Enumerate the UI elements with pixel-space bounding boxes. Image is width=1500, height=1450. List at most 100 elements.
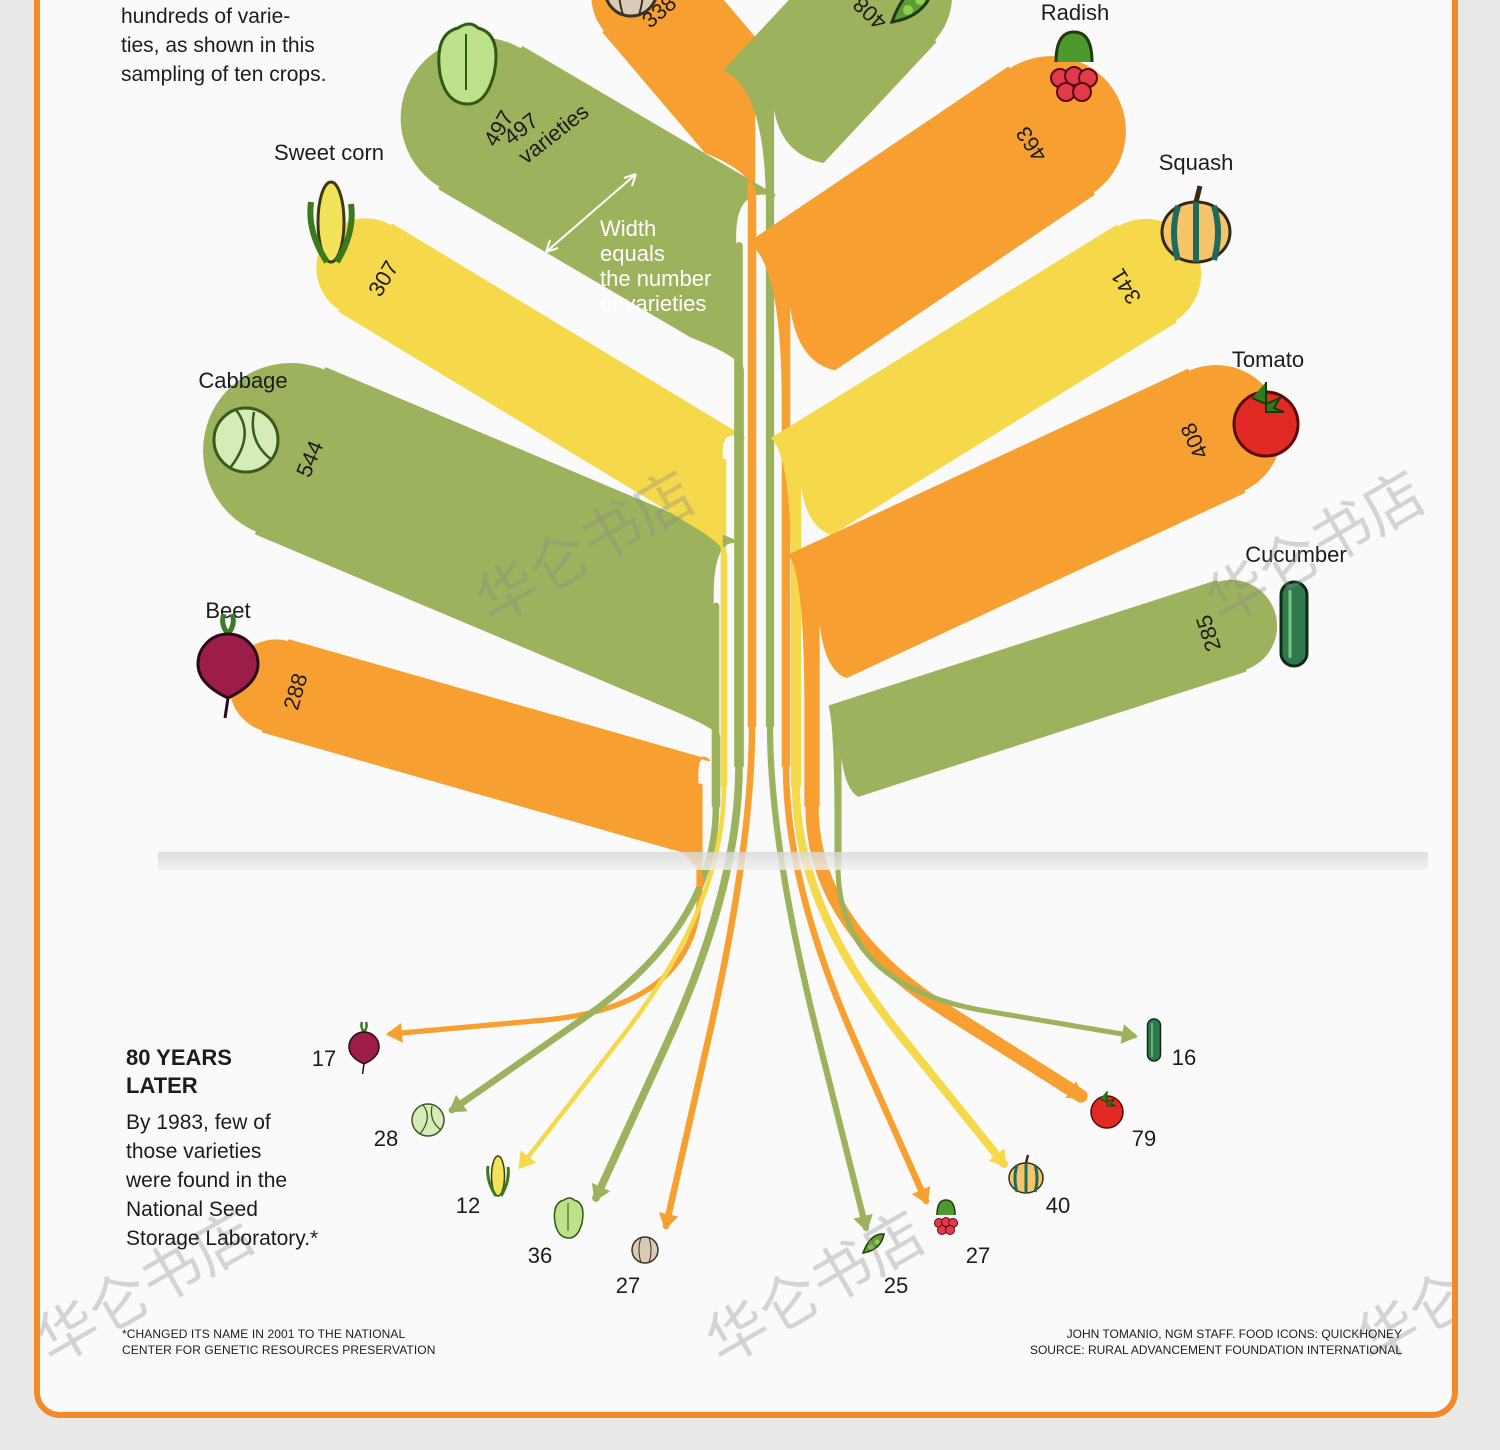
- width-note: Width equals the number of varieties: [600, 216, 711, 316]
- tomato-icon: [1232, 382, 1300, 458]
- cabbage-head: [411, 1103, 445, 1137]
- branch-cap-pea: [820, 0, 952, 62]
- small-squash-icon: [1008, 1154, 1044, 1194]
- value-1983-lettuce: 36: [528, 1243, 552, 1268]
- footnote: *CHANGED ITS NAME IN 2001 TO THE NATIONA…: [122, 1327, 436, 1357]
- pea-1: [903, 5, 913, 15]
- arrow-sweet-corn: [518, 1150, 537, 1170]
- squash-icon: [1160, 185, 1232, 264]
- arrow-melon: [658, 1212, 679, 1230]
- value-1983-tomato: 79: [1132, 1126, 1156, 1151]
- stem-lettuce: [592, 242, 743, 1202]
- stem-cabbage: [448, 602, 720, 1114]
- cabbage-head: [212, 406, 280, 474]
- corn-husk: [307, 201, 355, 264]
- beet-leaf: [220, 613, 236, 636]
- cucumber-icon: [1279, 580, 1309, 668]
- cabbage-veins: [229, 409, 273, 469]
- small-cabbage-icon: [411, 1103, 445, 1137]
- value-1983-beet: 17: [312, 1046, 336, 1071]
- crop-label-beet: Beet: [205, 598, 250, 623]
- arrow-cabbage: [448, 1094, 468, 1113]
- beet-root: [348, 1031, 380, 1065]
- value-1983-cucumber: 16: [1172, 1045, 1196, 1070]
- arrow-squash: [988, 1148, 1007, 1168]
- small-radish-icon: [934, 1199, 958, 1235]
- arrow-cucumber: [1120, 1024, 1138, 1044]
- arrow-pea: [853, 1213, 873, 1232]
- branch-radish: [748, 66, 1095, 767]
- pea-pod: [861, 1233, 885, 1254]
- tomato-calyx: [1251, 382, 1285, 413]
- value-1983-squash: 40: [1046, 1193, 1070, 1218]
- small-beet-icon: [348, 1021, 380, 1075]
- small-melon-icon: [631, 1236, 659, 1264]
- radish-bulb-4: [1072, 82, 1092, 102]
- stem-squash: [791, 461, 1009, 1169]
- radish-bulb-4: [945, 1225, 955, 1235]
- arrow-beet: [386, 1022, 403, 1043]
- pea-2: [874, 1239, 880, 1245]
- beet-icon: [196, 613, 260, 719]
- later-body: By 1983, few of those varieties were fou…: [126, 1111, 319, 1250]
- branch-cabbage: [255, 367, 742, 807]
- stem-sweet-corn: [518, 458, 727, 1169]
- arrow-lettuce: [591, 1182, 611, 1202]
- crop-label-radish: Radish: [1041, 0, 1109, 25]
- later-title: 80 YEARS LATER: [126, 1045, 232, 1098]
- beet-leaf: [360, 1021, 368, 1033]
- corn-husk: [486, 1165, 510, 1197]
- melon-icon: [605, 0, 657, 18]
- radish-icon: [1050, 30, 1098, 102]
- intro-text: hundreds of varie- ties, as shown in thi…: [121, 5, 327, 86]
- squash-stem: [1193, 185, 1203, 203]
- width-arrow-line: [545, 173, 637, 253]
- branch-tomato: [788, 368, 1246, 807]
- pea-icon: [889, 0, 930, 24]
- crop-label-cucumber: Cucumber: [1245, 542, 1346, 567]
- crop-label-cabbage: Cabbage: [198, 368, 287, 393]
- small-lettuce-icon: [553, 1197, 584, 1239]
- crop-label-squash: Squash: [1159, 150, 1234, 175]
- squash-stripes: [1013, 1163, 1039, 1193]
- melon-body: [605, 0, 657, 18]
- branches-layer: [203, 0, 1282, 887]
- lettuce-icon: [437, 22, 498, 106]
- cabbage-veins: [419, 1104, 442, 1135]
- melon-lines: [638, 1237, 652, 1263]
- small-tomato-icon: [1090, 1091, 1124, 1129]
- arrow-radish: [911, 1185, 931, 1205]
- melon-lines: [618, 0, 644, 16]
- beet-tail: [223, 697, 230, 719]
- melon-body: [631, 1236, 659, 1264]
- corn-cob: [316, 180, 346, 264]
- page-crease: [158, 852, 1428, 870]
- squash-stem: [1024, 1154, 1030, 1164]
- pea-1: [868, 1244, 874, 1250]
- pea-2: [915, 0, 925, 5]
- value-1983-sweet-corn: 12: [456, 1193, 480, 1218]
- branch-lettuce: [438, 46, 776, 767]
- cucumber-body: [1146, 1018, 1162, 1062]
- branch-cap-cucumber: [1184, 579, 1278, 673]
- squash-stripes: [1171, 202, 1221, 262]
- cucumber-body: [1279, 580, 1309, 668]
- lettuce-leaves: [437, 22, 498, 106]
- crop-label-sweet-corn: Sweet corn: [274, 140, 384, 165]
- value-1983-pea: 25: [884, 1273, 908, 1298]
- beet-root: [196, 632, 260, 700]
- stem-radish: [782, 282, 930, 1205]
- branch-squash: [771, 225, 1177, 787]
- lettuce-leaves: [553, 1197, 584, 1239]
- corn-icon: [307, 180, 355, 264]
- infographic-card: 288 544 307 497 338 408 463 341 408 285 Beet Cabbag…: [34, 0, 1458, 1418]
- branch-pea: [723, 0, 937, 727]
- tomato-calyx: [1099, 1091, 1117, 1107]
- stem-cucumber: [835, 728, 1137, 1039]
- small-corn-icon: [486, 1155, 510, 1197]
- width-arrow-heads: [545, 173, 637, 253]
- beet-tail: [361, 1063, 365, 1075]
- arrow-tomato: [1065, 1081, 1085, 1099]
- value-1983-cabbage: 28: [374, 1126, 398, 1151]
